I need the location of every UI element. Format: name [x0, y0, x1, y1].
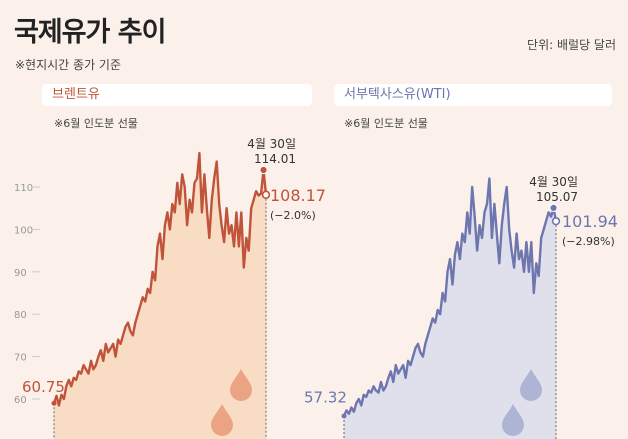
wti-peak-point [549, 203, 558, 213]
wti-end-point [551, 216, 561, 226]
brent-note: ※6월 인도분 선물 [54, 117, 138, 130]
y-tick-label: 60 [14, 395, 27, 406]
wti-note: ※6월 인도분 선물 [344, 117, 428, 130]
brent-peak-date-label: 4월 30일 [247, 137, 296, 151]
y-tick-label: 100 [14, 225, 33, 236]
brent-peak-point [259, 165, 268, 175]
page-subtitle: ※현지시간 종가 기준 [15, 58, 122, 72]
unit-label: 단위: 배럴당 달러 [527, 38, 616, 52]
wti-start-value-label: 57.32 [304, 388, 347, 406]
wti-chart-title: 서부텍사스유(WTI) [334, 84, 612, 106]
oil-drop-icon [211, 404, 233, 436]
wti-start-point [341, 413, 347, 419]
brent-start-value-label: 60.75 [22, 378, 65, 396]
brent-start-point [51, 400, 57, 406]
brent-end-change-label: (−2.0%) [270, 209, 316, 222]
y-tick-label: 80 [14, 310, 27, 321]
oil-drop-icon [520, 369, 542, 401]
oil-drop-icon [502, 404, 524, 436]
brent-peak-value-label: 114.01 [254, 152, 296, 166]
brent-end-value-label: 108.17 [270, 186, 326, 205]
wti-end-value-label: 101.94 [562, 212, 618, 231]
brent-series-line [52, 151, 268, 407]
brent-area [54, 153, 266, 439]
y-tick-label: 90 [14, 268, 27, 279]
page-title: 국제유가 추이 [14, 17, 166, 48]
y-tick-label: 110 [14, 183, 33, 194]
wti-peak-date-label: 4월 30일 [529, 175, 578, 189]
wti-area [344, 178, 556, 439]
wti-series-line [342, 177, 558, 417]
wti-peak-value-label: 105.07 [536, 190, 578, 204]
brent-end-point [261, 190, 271, 199]
brent-chart-title: 브렌트유 [42, 84, 312, 106]
wti-end-change-label: (−2.98%) [562, 235, 615, 248]
oil-drop-icon [230, 369, 252, 401]
y-tick-label: 70 [14, 353, 27, 364]
